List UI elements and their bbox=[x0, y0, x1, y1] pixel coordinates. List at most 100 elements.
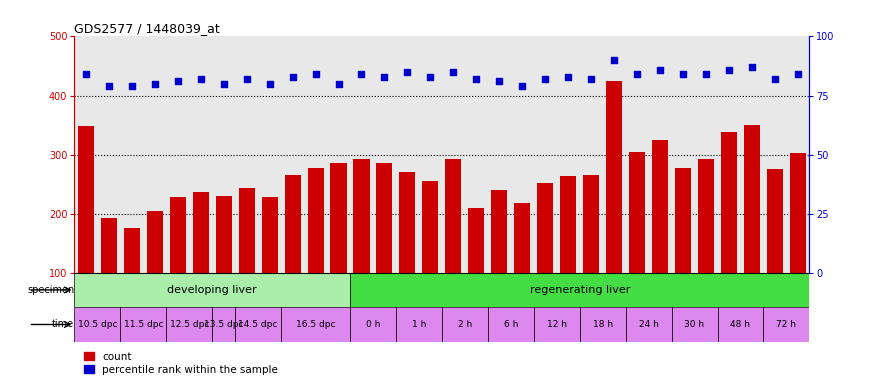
Bar bbox=[239, 188, 255, 273]
Bar bbox=[763, 307, 809, 342]
Text: 6 h: 6 h bbox=[504, 320, 518, 329]
Text: developing liver: developing liver bbox=[167, 285, 257, 295]
Bar bbox=[281, 307, 350, 342]
Point bbox=[469, 76, 483, 82]
Point bbox=[332, 81, 346, 87]
Text: 48 h: 48 h bbox=[731, 320, 751, 329]
Text: 0 h: 0 h bbox=[366, 320, 380, 329]
Bar bbox=[262, 197, 277, 273]
Bar bbox=[766, 169, 783, 273]
Point bbox=[309, 71, 323, 77]
Text: 10.5 dpc: 10.5 dpc bbox=[78, 320, 117, 329]
Bar bbox=[354, 159, 369, 273]
Bar bbox=[560, 176, 577, 273]
Bar bbox=[606, 81, 622, 273]
Text: 12.5 dpc: 12.5 dpc bbox=[170, 320, 209, 329]
Bar bbox=[675, 167, 691, 273]
Point bbox=[354, 71, 368, 77]
Bar bbox=[331, 164, 346, 273]
Bar bbox=[78, 126, 94, 273]
Point bbox=[377, 74, 391, 80]
Text: 72 h: 72 h bbox=[776, 320, 796, 329]
Bar bbox=[652, 140, 668, 273]
Bar bbox=[192, 192, 209, 273]
Text: 1 h: 1 h bbox=[412, 320, 426, 329]
Bar bbox=[166, 307, 213, 342]
Bar bbox=[101, 218, 117, 273]
Bar bbox=[468, 208, 485, 273]
Bar bbox=[215, 196, 232, 273]
Bar bbox=[147, 211, 163, 273]
Bar bbox=[744, 125, 760, 273]
Text: regenerating liver: regenerating liver bbox=[529, 285, 630, 295]
Bar bbox=[123, 228, 140, 273]
Point bbox=[79, 71, 93, 77]
Point bbox=[791, 71, 805, 77]
Point bbox=[240, 76, 254, 82]
Bar bbox=[74, 273, 350, 307]
Point bbox=[584, 76, 598, 82]
Bar bbox=[626, 307, 672, 342]
Text: time: time bbox=[52, 319, 74, 329]
Point bbox=[424, 74, 438, 80]
Point bbox=[768, 76, 782, 82]
Text: 14.5 dpc: 14.5 dpc bbox=[238, 320, 278, 329]
Bar bbox=[721, 132, 737, 273]
Bar bbox=[534, 307, 580, 342]
Bar bbox=[629, 152, 645, 273]
Bar bbox=[718, 307, 763, 342]
Point bbox=[493, 78, 507, 84]
Bar bbox=[376, 164, 393, 273]
Bar bbox=[442, 307, 488, 342]
Bar bbox=[580, 307, 626, 342]
Point bbox=[699, 71, 713, 77]
Bar bbox=[423, 181, 438, 273]
Point bbox=[745, 64, 759, 70]
Bar bbox=[583, 175, 599, 273]
Point bbox=[446, 69, 460, 75]
Point bbox=[193, 76, 207, 82]
Bar bbox=[445, 159, 461, 273]
Point bbox=[148, 81, 162, 87]
Bar bbox=[350, 307, 396, 342]
Bar bbox=[537, 184, 553, 273]
Bar bbox=[396, 307, 442, 342]
Point bbox=[538, 76, 552, 82]
Bar bbox=[74, 307, 121, 342]
Text: 13.5 dpc: 13.5 dpc bbox=[204, 320, 243, 329]
Point bbox=[217, 81, 231, 87]
Point bbox=[401, 69, 415, 75]
Point bbox=[561, 74, 575, 80]
Text: 2 h: 2 h bbox=[458, 320, 472, 329]
Bar bbox=[213, 307, 235, 342]
Point bbox=[607, 57, 621, 63]
Bar bbox=[672, 307, 718, 342]
Bar bbox=[514, 203, 530, 273]
Bar bbox=[284, 175, 301, 273]
Point bbox=[262, 81, 276, 87]
Point bbox=[630, 71, 644, 77]
Text: 11.5 dpc: 11.5 dpc bbox=[123, 320, 163, 329]
Point bbox=[285, 74, 299, 80]
Point bbox=[102, 83, 116, 89]
Point bbox=[515, 83, 529, 89]
Text: 16.5 dpc: 16.5 dpc bbox=[296, 320, 335, 329]
Bar bbox=[350, 273, 809, 307]
Text: 24 h: 24 h bbox=[639, 320, 659, 329]
Bar bbox=[121, 307, 166, 342]
Bar bbox=[790, 153, 806, 273]
Bar bbox=[235, 307, 281, 342]
Bar bbox=[307, 167, 324, 273]
Point bbox=[171, 78, 185, 84]
Legend: count, percentile rank within the sample: count, percentile rank within the sample bbox=[80, 348, 283, 379]
Point bbox=[722, 66, 736, 73]
Bar bbox=[170, 197, 186, 273]
Text: GDS2577 / 1448039_at: GDS2577 / 1448039_at bbox=[74, 22, 220, 35]
Bar bbox=[491, 190, 508, 273]
Text: 12 h: 12 h bbox=[547, 320, 567, 329]
Point bbox=[653, 66, 667, 73]
Bar bbox=[399, 172, 416, 273]
Text: 30 h: 30 h bbox=[684, 320, 704, 329]
Bar bbox=[488, 307, 534, 342]
Point bbox=[125, 83, 139, 89]
